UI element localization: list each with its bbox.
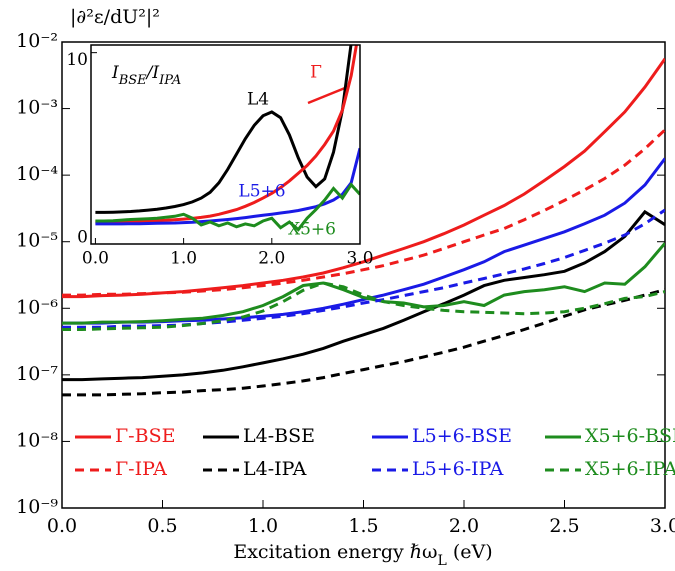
inset-title-part: /I <box>145 63 160 83</box>
main-plot: 10⁻⁹ 10⁻⁸ 10⁻⁷ 10⁻⁶ 10⁻⁵ 10⁻⁴ 10⁻³ 10⁻² 0.0 0.5 1.… <box>16 30 675 537</box>
series-line <box>62 209 665 382</box>
y-tick-label: 10⁻⁷ <box>16 363 58 385</box>
x-tick-label: 2.5 <box>549 515 579 537</box>
x-tick-label: 0.5 <box>147 515 177 537</box>
legend-label: X5+6-BSE <box>585 425 675 447</box>
x-tick-label: 2.0 <box>449 515 479 537</box>
series-annotation: L4 <box>247 90 269 110</box>
x-tick-label: 3.0 <box>650 515 675 537</box>
y-tick-label: 10⁻⁸ <box>16 429 58 451</box>
x-axis-label: Excitation energy ℏωL (eV) <box>233 541 492 569</box>
series-line <box>62 57 665 299</box>
y-tick-label: 10 <box>66 50 88 70</box>
series-line <box>62 128 665 297</box>
x-label-part: Excitation energy ℏω <box>233 541 437 563</box>
series-annotation: L5+6 <box>238 182 285 202</box>
inset-plot: IBSE/IIPA 0 10 0.0 1.0 2.0 3.0 L4 Γ L5+6X5+6 <box>66 44 374 269</box>
y-tick-label: 10⁻⁵ <box>16 230 58 252</box>
x-tick-label: 2.0 <box>258 249 285 269</box>
y-tick-label: 10⁻³ <box>16 97 58 119</box>
series-line <box>95 45 353 214</box>
series-line <box>62 288 665 397</box>
y-axis-label: |∂²ε/dU²|² <box>70 6 160 28</box>
x-label-part: (eV) <box>447 541 493 563</box>
legend-label: L4-IPA <box>243 458 307 480</box>
x-tick-label: 1.5 <box>348 515 378 537</box>
inset-frame <box>90 44 361 245</box>
inset-title: IBSE/IIPA <box>111 63 181 89</box>
legend-label: L5+6-BSE <box>412 425 512 447</box>
x-tick-label: 0.0 <box>82 249 109 269</box>
y-tick-label: 0 <box>77 228 88 248</box>
y-tick-label: 10⁻² <box>16 30 58 52</box>
y-tick-label: 10⁻⁴ <box>16 163 58 185</box>
legend-label: L4-BSE <box>243 425 315 447</box>
legend-label: Γ-IPA <box>115 458 167 480</box>
x-tick-label: 0.0 <box>47 515 77 537</box>
series-line <box>62 208 665 329</box>
x-tick-label: 3.0 <box>346 249 373 269</box>
series-line <box>62 281 665 331</box>
series-line <box>95 147 360 226</box>
y-tick-label: 10⁻⁹ <box>16 496 58 518</box>
x-label-sub: L <box>438 553 447 569</box>
inset-title-sub: BSE <box>118 73 147 88</box>
legend-label: X5+6-IPA <box>585 458 675 480</box>
series-annotation: X5+6 <box>288 220 336 240</box>
legend-label: Γ-BSE <box>115 425 175 447</box>
annotation-leader <box>307 86 346 105</box>
series-line <box>62 242 665 325</box>
y-tick-label: 10⁻⁶ <box>16 296 58 318</box>
series-line <box>95 45 358 224</box>
x-tick-label: 1.0 <box>248 515 278 537</box>
legend-label: L5+6-IPA <box>412 458 504 480</box>
x-tick-label: 1.0 <box>170 249 197 269</box>
inset-title-part: I <box>111 63 119 83</box>
series-line <box>95 182 360 232</box>
inset-title-sub: IPA <box>158 73 181 88</box>
series-annotation: Γ <box>310 63 322 83</box>
